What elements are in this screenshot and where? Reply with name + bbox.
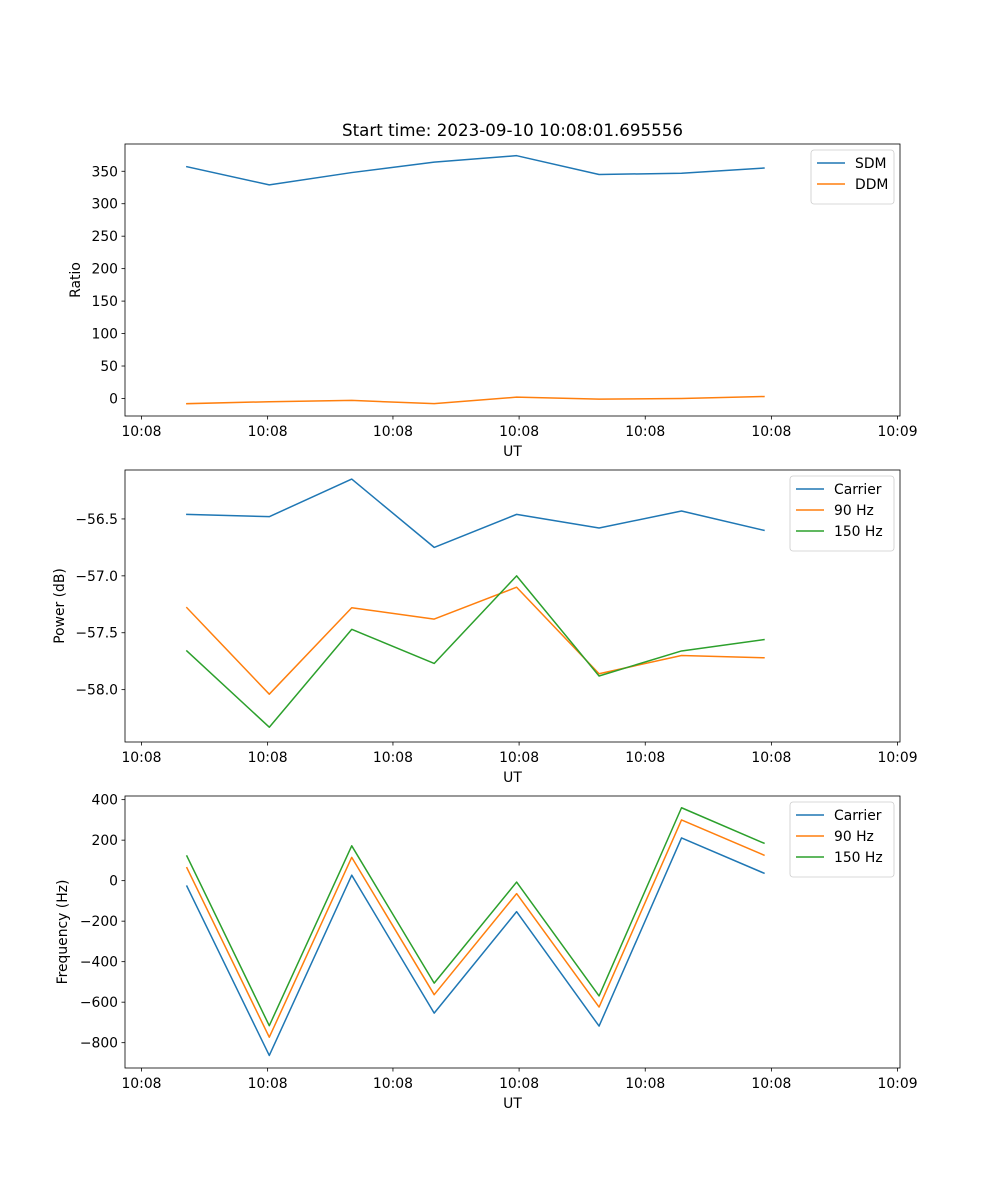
x-axis-label: UT xyxy=(503,444,522,460)
y-tick-label: 150 xyxy=(91,294,118,310)
y-tick-label: 50 xyxy=(100,359,118,375)
series-line-sdm xyxy=(185,154,765,186)
x-tick-label: 10:08 xyxy=(751,424,791,440)
x-tick-label: 10:08 xyxy=(625,750,665,766)
legend: SDM DDM xyxy=(810,149,895,205)
series-line-ddm xyxy=(186,395,765,405)
y-axis-label: Ratio xyxy=(68,262,84,298)
legend-label: Carrier xyxy=(834,482,882,498)
y-tick-label: −58.0 xyxy=(75,683,118,699)
y-tick-label: −57.5 xyxy=(75,626,118,642)
x-tick-label: 10:08 xyxy=(499,750,539,766)
legend: Carrier 90 Hz 150 Hz xyxy=(789,475,895,552)
y-tick-label: 300 xyxy=(91,197,118,213)
series-line-carrier xyxy=(185,837,765,1057)
y-tick-label: 250 xyxy=(91,229,118,245)
x-tick-label: 10:08 xyxy=(121,424,161,440)
legend-label: 150 Hz xyxy=(834,524,883,540)
x-tick-label: 10:08 xyxy=(373,750,413,766)
series-line-150-hz xyxy=(185,807,765,1027)
y-tick-label: −400 xyxy=(80,955,118,971)
y-tick-label: 100 xyxy=(91,327,118,343)
y-tick-label: 0 xyxy=(109,874,118,890)
y-axis-label: Frequency (Hz) xyxy=(55,880,71,985)
x-tick-label: 10:08 xyxy=(373,424,413,440)
x-tick-label: 10:08 xyxy=(625,424,665,440)
plot-frame xyxy=(124,143,901,417)
x-tick-label: 10:09 xyxy=(878,750,918,766)
x-tick-label: 10:08 xyxy=(751,1076,791,1092)
plot-frame xyxy=(124,795,901,1069)
y-tick-label: 350 xyxy=(91,164,118,180)
series-line-90-hz xyxy=(185,819,765,1038)
y-tick-label: 0 xyxy=(109,391,118,407)
ratio-panel: Start time: 2023-09-10 10:08:01.695556 U… xyxy=(68,120,918,460)
series-line-carrier xyxy=(186,478,765,549)
legend-label: SDM xyxy=(855,156,887,172)
x-tick-label: 10:08 xyxy=(248,1076,288,1092)
y-tick-label: −56.5 xyxy=(75,512,118,528)
x-tick-label: 10:08 xyxy=(121,750,161,766)
y-tick-label: −800 xyxy=(80,1036,118,1052)
x-tick-label: 10:08 xyxy=(499,424,539,440)
x-tick-label: 10:08 xyxy=(248,424,288,440)
y-tick-label: −200 xyxy=(80,914,118,930)
x-tick-label: 10:08 xyxy=(499,1076,539,1092)
legend-label: 90 Hz xyxy=(834,503,874,519)
series-line-150-hz xyxy=(185,575,765,728)
series-line-90-hz xyxy=(185,586,765,695)
y-tick-label: 200 xyxy=(91,833,118,849)
x-axis-label: UT xyxy=(503,1096,522,1112)
x-tick-label: 10:08 xyxy=(121,1076,161,1092)
y-axis-label: Power (dB) xyxy=(52,568,68,644)
x-tick-label: 10:08 xyxy=(751,750,791,766)
x-tick-label: 10:09 xyxy=(878,1076,918,1092)
legend-label: 150 Hz xyxy=(834,850,883,866)
legend-label: 90 Hz xyxy=(834,829,874,845)
frequency-panel: UT Frequency (Hz) 10:08 10:08 10:08 10:08 10… xyxy=(55,793,918,1112)
y-tick-label: 200 xyxy=(91,262,118,278)
y-tick-label: 400 xyxy=(91,793,118,809)
x-tick-label: 10:08 xyxy=(248,750,288,766)
x-tick-label: 10:08 xyxy=(625,1076,665,1092)
y-tick-label: −600 xyxy=(80,995,118,1011)
legend: Carrier 90 Hz 150 Hz xyxy=(789,801,895,878)
x-axis-label: UT xyxy=(503,770,522,786)
plot-frame xyxy=(124,469,901,743)
legend-box xyxy=(789,801,895,878)
chart-title: Start time: 2023-09-10 10:08:01.695556 xyxy=(342,120,683,140)
x-tick-label: 10:09 xyxy=(878,424,918,440)
power-panel: UT Power (dB) 10:08 10:08 10:08 10:08 10:08 1… xyxy=(52,469,918,786)
y-tick-label: −57.0 xyxy=(75,569,118,585)
legend-box xyxy=(789,475,895,552)
legend-label: DDM xyxy=(855,177,888,193)
legend-label: Carrier xyxy=(834,808,882,824)
x-tick-label: 10:08 xyxy=(373,1076,413,1092)
